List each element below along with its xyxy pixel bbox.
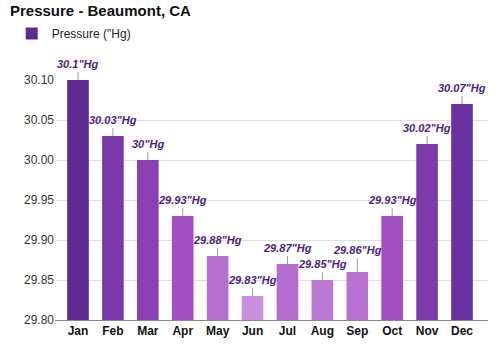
svg-text:29.80: 29.80 <box>24 313 54 327</box>
svg-text:30"Hg: 30"Hg <box>132 138 164 150</box>
svg-text:30.00: 30.00 <box>24 153 54 167</box>
svg-text:30.07"Hg: 30.07"Hg <box>438 82 486 94</box>
svg-text:30.1"Hg: 30.1"Hg <box>57 58 99 70</box>
svg-text:Jun: Jun <box>242 324 263 338</box>
svg-text:29.83"Hg: 29.83"Hg <box>228 274 277 286</box>
svg-text:Oct: Oct <box>382 324 402 338</box>
svg-text:Pressure - Beaumont, CA: Pressure - Beaumont, CA <box>10 2 191 19</box>
svg-text:29.87"Hg: 29.87"Hg <box>263 242 312 254</box>
svg-text:29.93"Hg: 29.93"Hg <box>368 194 417 206</box>
svg-text:29.95: 29.95 <box>24 193 54 207</box>
svg-text:May: May <box>206 324 230 338</box>
svg-text:Mar: Mar <box>137 324 159 338</box>
svg-text:Jan: Jan <box>68 324 89 338</box>
svg-text:29.90: 29.90 <box>24 233 54 247</box>
svg-text:Aug: Aug <box>311 324 334 338</box>
svg-text:Jul: Jul <box>279 324 296 338</box>
svg-text:Pressure ("Hg): Pressure ("Hg) <box>52 27 131 41</box>
svg-text:Feb: Feb <box>102 324 123 338</box>
svg-text:Apr: Apr <box>172 324 193 338</box>
svg-text:Sep: Sep <box>346 324 368 338</box>
svg-text:30.03"Hg: 30.03"Hg <box>89 114 137 126</box>
svg-text:Nov: Nov <box>416 324 439 338</box>
svg-text:29.85: 29.85 <box>24 273 54 287</box>
svg-text:29.85"Hg: 29.85"Hg <box>298 258 347 270</box>
svg-text:29.86"Hg: 29.86"Hg <box>333 244 382 256</box>
svg-text:30.10: 30.10 <box>24 73 54 87</box>
svg-text:30.02"Hg: 30.02"Hg <box>403 122 451 134</box>
svg-text:30.05: 30.05 <box>24 113 54 127</box>
svg-text:Dec: Dec <box>451 324 473 338</box>
svg-text:29.93"Hg: 29.93"Hg <box>158 194 207 206</box>
svg-text:29.88"Hg: 29.88"Hg <box>193 234 242 246</box>
